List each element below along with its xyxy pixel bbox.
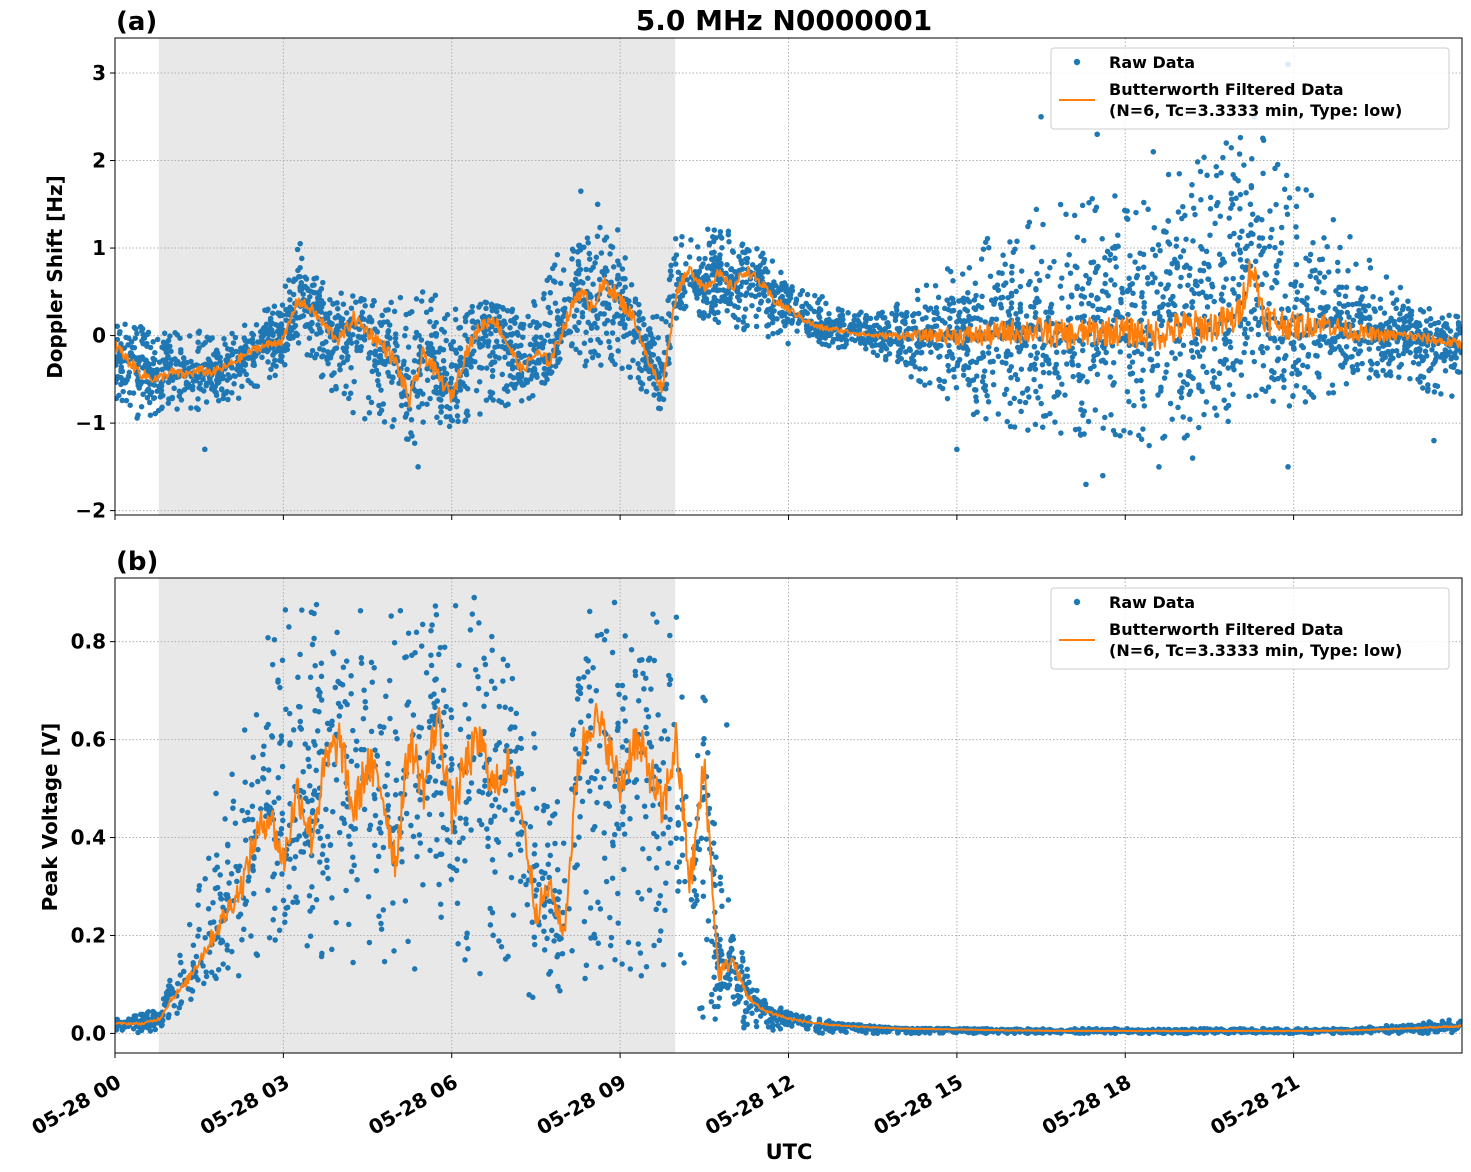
raw-data-outlier-b: [213, 790, 219, 797]
x-tick-label: 05-28 18: [1038, 1070, 1136, 1140]
raw-data-outlier-a: [1083, 481, 1089, 488]
legend-filtered-params: (N=6, Tc=3.3333 min, Type: low): [1109, 641, 1402, 660]
y-tick-label-a: −2: [75, 499, 106, 523]
panel-b: (b) Peak Voltage [V] 0.0 0.2 0.4 0.6 0.8 05-2…: [27, 547, 1463, 1140]
x-tick-label: 05-28 15: [869, 1070, 967, 1140]
panel-a-label: (a): [116, 7, 157, 37]
x-tick-label: 05-28 03: [196, 1070, 294, 1140]
legend-filtered-label: Butterworth Filtered Data: [1109, 620, 1344, 639]
raw-data-outlier-a: [1189, 455, 1196, 461]
legend-raw-marker: [1073, 58, 1081, 66]
raw-data-outlier-a: [1431, 437, 1437, 444]
x-tick-label: 05-28 00: [27, 1070, 125, 1140]
y-tick-label-a: 1: [92, 236, 106, 260]
plot-area-b: [115, 594, 1462, 1037]
y-tick-label-b: 0.4: [71, 826, 106, 850]
raw-data-outlier-a: [415, 464, 421, 470]
filtered-data-line-a: [115, 259, 1462, 409]
raw-data-outlier-a: [578, 188, 584, 194]
y-tick-label-b: 0.0: [71, 1021, 106, 1045]
plot-area-a: [115, 61, 1462, 488]
chart-title: 5.0 MHz N0000001: [636, 4, 933, 37]
raw-data-outlier-a: [1100, 472, 1106, 479]
panel-a-ylabel: Doppler Shift [Hz]: [43, 175, 67, 379]
y-tick-label-b: 0.8: [71, 630, 106, 654]
raw-data-points-a: [115, 134, 1462, 449]
raw-data-outlier-a: [297, 240, 304, 247]
raw-data-outlier-a: [1094, 131, 1100, 138]
y-tick-label-b: 0.6: [71, 728, 106, 752]
legend-raw-marker: [1073, 598, 1081, 606]
panel-b-ylabel: Peak Voltage [V]: [38, 723, 62, 912]
x-tick-label: 05-28 12: [701, 1070, 799, 1140]
panel-b-label: (b): [116, 547, 158, 577]
raw-data-outlier-a: [1223, 140, 1230, 146]
legend-filtered-params: (N=6, Tc=3.3333 min, Type: low): [1109, 101, 1402, 120]
raw-data-outlier-b: [230, 805, 236, 811]
raw-data-outlier-a: [1285, 464, 1291, 470]
x-tick-label: 05-28 09: [533, 1070, 631, 1140]
raw-data-outlier-b: [471, 594, 478, 601]
raw-data-outlier-b: [611, 599, 618, 606]
legend-a: [1050, 47, 1450, 130]
raw-data-outlier-b: [308, 609, 315, 616]
x-tick-label: 05-28 06: [364, 1070, 462, 1140]
legend-filtered-label: Butterworth Filtered Data: [1109, 80, 1344, 99]
raw-data-outlier-a: [1038, 113, 1044, 120]
legend-raw-label: Raw Data: [1109, 53, 1195, 72]
y-tick-label-a: 2: [92, 149, 106, 173]
x-axis-label: UTC: [766, 1140, 813, 1164]
legend-raw-label: Raw Data: [1109, 593, 1195, 612]
y-tick-label-a: 0: [92, 324, 106, 348]
raw-data-outlier-a: [594, 201, 601, 208]
legend-b: [1050, 587, 1450, 670]
y-tick-label-a: 3: [92, 61, 106, 85]
raw-data-outlier-a: [1156, 464, 1162, 470]
x-tick-label: 05-28 21: [1206, 1070, 1304, 1140]
raw-data-outlier-b: [723, 722, 730, 728]
raw-data-outlier-a: [1150, 148, 1157, 155]
raw-data-outlier-a: [954, 446, 960, 453]
filtered-data-line-b: [115, 702, 1462, 1033]
raw-data-outlier-a: [202, 446, 208, 453]
panel-a: (a) Doppler Shift [Hz] −2 −1 0 1 2 3 Raw Data B…: [43, 7, 1463, 523]
y-tick-label-a: −1: [75, 411, 106, 435]
y-tick-label-b: 0.2: [71, 923, 106, 947]
